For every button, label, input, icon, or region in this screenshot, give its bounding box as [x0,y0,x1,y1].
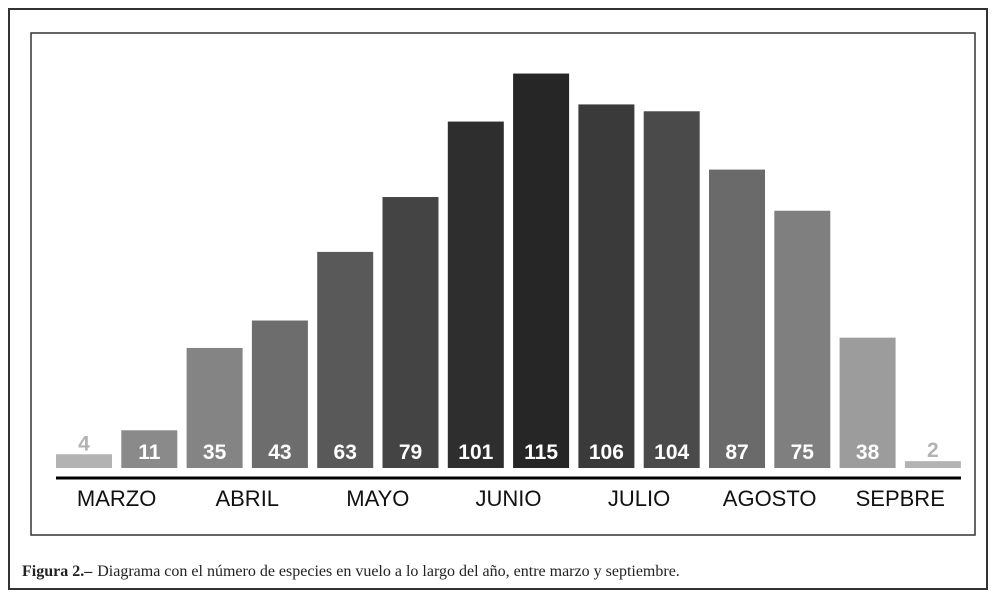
value-label: 87 [725,441,748,464]
bar [447,121,504,468]
caption-label: Figura 2.– [22,563,93,580]
bar [774,210,831,468]
value-label: 63 [334,441,357,464]
bar [382,197,439,468]
month-label: AGOSTO [723,486,817,511]
bar [904,461,961,468]
frame [8,8,988,590]
caption-text: Diagrama con el número de especies en vu… [97,563,680,580]
bar [56,454,112,468]
bar [578,104,635,469]
bar [121,430,178,468]
month-label: MARZO [77,486,156,511]
month-label: JULIO [608,486,670,511]
value-label: 4 [78,432,90,455]
bar [643,111,700,468]
value-label: 2 [927,439,939,462]
value-label: 79 [399,441,422,464]
value-label: 101 [458,441,493,464]
chart-box [30,32,976,536]
value-label: 43 [268,441,291,464]
bar [513,73,570,469]
value-label: 38 [856,441,880,464]
month-label: MAYO [346,486,409,511]
month-label: SEPBRE [856,486,945,511]
caption: Figura 2.– Diagrama con el número de espe… [22,563,680,581]
bar [251,320,308,468]
bar [839,337,896,468]
bar [709,169,765,468]
value-label: 75 [791,441,815,464]
bar [186,347,243,468]
month-label: ABRIL [215,486,279,511]
value-label: 11 [138,441,161,464]
value-label: 106 [589,441,624,464]
value-label: 35 [203,441,227,464]
month-label: JUNIO [475,486,541,511]
value-label: 115 [524,441,558,464]
bar [317,251,374,468]
value-label: 104 [654,441,689,464]
